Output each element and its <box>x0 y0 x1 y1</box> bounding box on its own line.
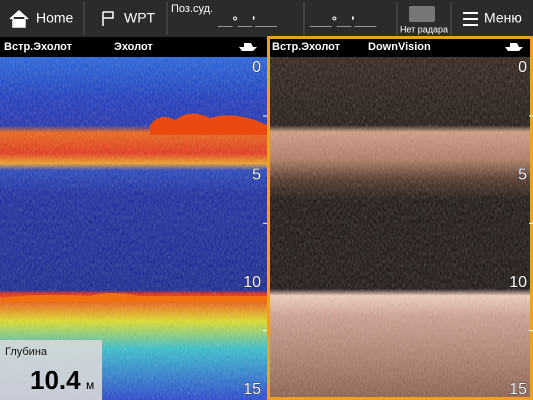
depth-scale-label: 15 <box>243 381 261 398</box>
waypoint-button[interactable]: WPT <box>102 10 156 26</box>
depth-box <box>0 340 102 400</box>
latitude: __°__'___ <box>217 13 278 28</box>
pane-source: Встр.Эхолот <box>272 41 341 53</box>
menu-icon <box>463 12 478 26</box>
depth-value: 10.4 <box>30 365 81 395</box>
waypoint-label: WPT <box>124 10 156 26</box>
depth-scale-label: 15 <box>509 381 527 398</box>
pane-source: Встр.Эхолот <box>4 41 73 53</box>
pane-title-bar <box>0 37 267 57</box>
boat-icon <box>505 43 523 51</box>
waypoint-icon <box>102 11 114 26</box>
radar-button[interactable]: Нет радара <box>400 6 448 34</box>
depth-scale-label: 10 <box>509 274 527 291</box>
longitude: ___°__'___ <box>309 13 377 28</box>
depth-label: Глубина <box>5 346 48 358</box>
fish-school <box>150 113 267 135</box>
pane-mode: Эхолот <box>114 41 153 53</box>
pane-mode: DownVision <box>368 41 431 53</box>
boat-icon <box>239 43 257 51</box>
active-pane-border[interactable] <box>267 36 533 400</box>
home-button[interactable]: Home <box>9 9 74 28</box>
radar-status: Нет радара <box>400 24 448 34</box>
home-label: Home <box>36 10 74 26</box>
depth-scale-label: 5 <box>518 167 527 184</box>
depth-scale-label: 5 <box>252 167 261 184</box>
depth-scale-label: 0 <box>252 59 261 76</box>
depth-scale-label: 0 <box>518 59 527 76</box>
top-bar <box>0 0 533 37</box>
radar-icon <box>409 6 435 22</box>
bottom-echo <box>0 293 267 302</box>
depth-scale-label: 10 <box>243 274 261 291</box>
depth-unit: м <box>86 378 94 392</box>
downvision-noise <box>270 57 531 398</box>
home-icon <box>9 9 29 28</box>
position-label: Поз.суд. <box>171 3 213 15</box>
menu-label: Меню <box>484 10 522 26</box>
menu-button[interactable]: Меню <box>463 10 522 26</box>
